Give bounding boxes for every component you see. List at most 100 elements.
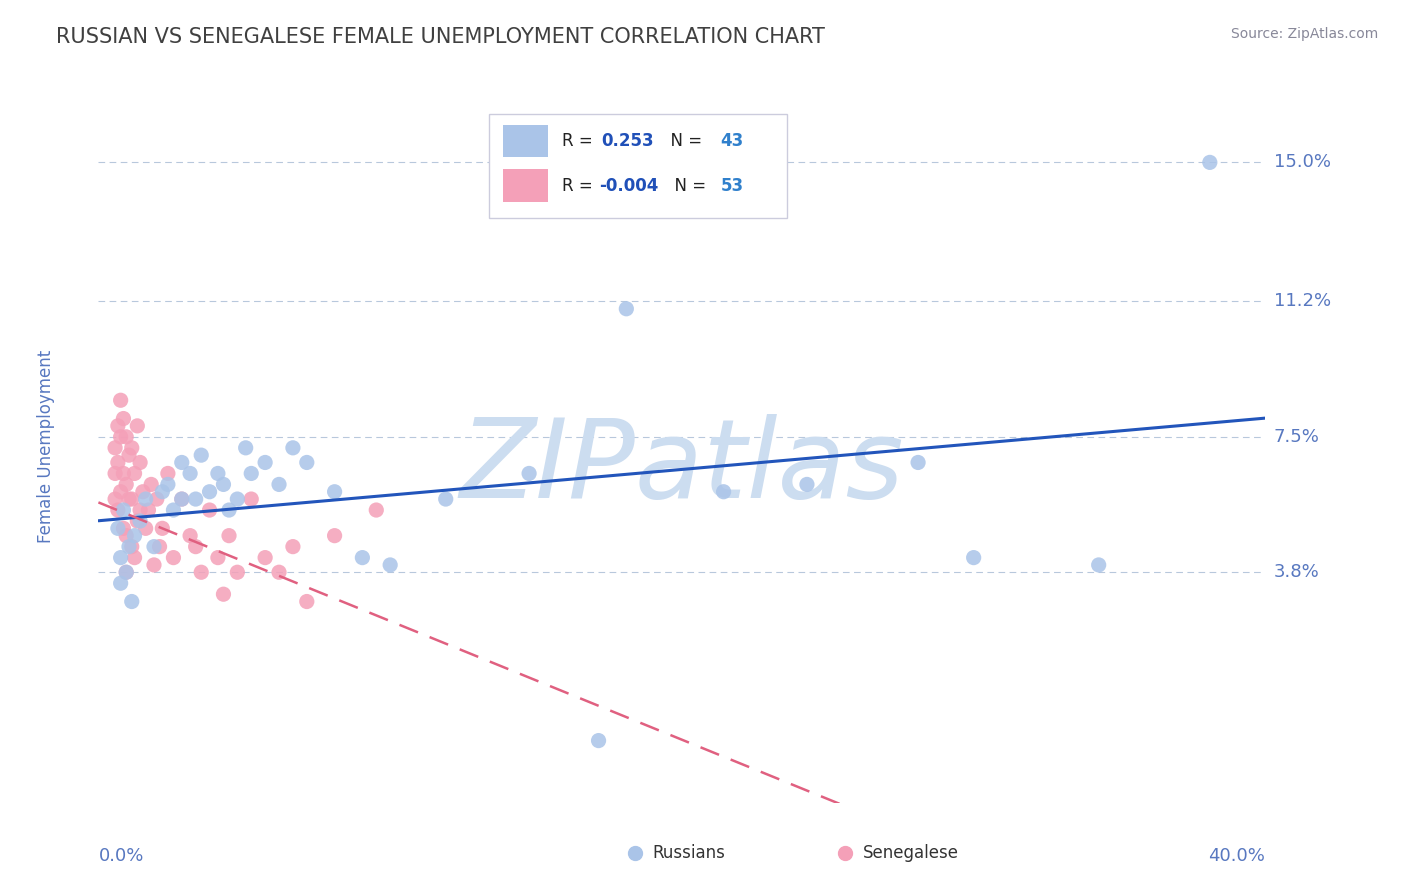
Point — [267, 566, 290, 580]
Point — [112, 521, 135, 535]
Text: 0.0%: 0.0% — [98, 847, 143, 864]
Point — [190, 566, 212, 580]
Point — [121, 441, 143, 455]
Point — [121, 540, 143, 554]
Point — [267, 477, 290, 491]
Point — [129, 455, 152, 469]
Point — [295, 455, 318, 469]
Point — [366, 503, 388, 517]
Text: R =: R = — [562, 177, 598, 194]
Point — [150, 484, 173, 499]
Point — [235, 441, 257, 455]
Point — [226, 491, 249, 506]
Point — [1198, 155, 1220, 169]
Point — [588, 733, 610, 747]
Point — [713, 484, 735, 499]
Point — [198, 484, 221, 499]
Text: Russians: Russians — [652, 844, 725, 862]
Point — [170, 491, 193, 506]
Point — [240, 467, 263, 481]
Point — [118, 448, 141, 462]
Text: 15.0%: 15.0% — [1274, 153, 1330, 171]
Point — [1087, 558, 1109, 572]
Text: R =: R = — [562, 132, 603, 150]
Point — [281, 540, 304, 554]
Bar — [503, 169, 548, 202]
Point — [115, 566, 138, 580]
Point — [170, 491, 193, 506]
Point — [218, 529, 240, 543]
Point — [107, 503, 129, 517]
Point — [129, 503, 152, 517]
Text: Source: ZipAtlas.com: Source: ZipAtlas.com — [1230, 27, 1378, 41]
Point — [112, 411, 135, 425]
Point — [212, 587, 235, 601]
Point — [179, 467, 201, 481]
Point — [150, 521, 173, 535]
Point — [143, 540, 166, 554]
Point — [207, 550, 229, 565]
Point — [962, 550, 984, 565]
Point — [323, 484, 346, 499]
Text: N =: N = — [665, 177, 711, 194]
Point — [104, 441, 127, 455]
Point — [110, 576, 132, 591]
Point — [240, 491, 263, 506]
Point — [112, 503, 135, 517]
Point — [162, 550, 184, 565]
Point — [118, 491, 141, 506]
Point — [115, 566, 138, 580]
Text: 53: 53 — [720, 177, 744, 194]
Point — [156, 477, 179, 491]
Point — [254, 455, 277, 469]
Point — [218, 503, 240, 517]
Text: 3.8%: 3.8% — [1274, 563, 1319, 582]
Point — [135, 491, 157, 506]
Text: 0.253: 0.253 — [602, 132, 654, 150]
Point — [207, 467, 229, 481]
Text: -0.004: -0.004 — [599, 177, 658, 194]
Point — [146, 491, 169, 506]
Text: 43: 43 — [720, 132, 744, 150]
Point — [121, 491, 143, 506]
Point — [110, 430, 132, 444]
Point — [254, 550, 277, 565]
Point — [190, 448, 212, 462]
Point — [118, 540, 141, 554]
Bar — [503, 125, 548, 157]
Point — [115, 477, 138, 491]
Point — [323, 529, 346, 543]
Point — [143, 558, 166, 572]
Text: Female Unemployment: Female Unemployment — [37, 350, 55, 542]
Point — [148, 540, 170, 554]
Text: 11.2%: 11.2% — [1274, 293, 1331, 310]
Point — [614, 301, 637, 316]
Point — [110, 550, 132, 565]
Point — [517, 467, 540, 481]
Point — [104, 467, 127, 481]
Point — [107, 455, 129, 469]
Point — [170, 455, 193, 469]
Point — [281, 441, 304, 455]
Point — [110, 484, 132, 499]
Point — [127, 514, 149, 528]
Point — [104, 491, 127, 506]
Point — [115, 529, 138, 543]
Point — [434, 491, 457, 506]
Point — [352, 550, 374, 565]
Point — [156, 467, 179, 481]
Point — [121, 594, 143, 608]
Point — [184, 540, 207, 554]
Point — [115, 430, 138, 444]
Point — [132, 484, 155, 499]
Point — [135, 521, 157, 535]
Text: Senegalese: Senegalese — [863, 844, 959, 862]
Text: RUSSIAN VS SENEGALESE FEMALE UNEMPLOYMENT CORRELATION CHART: RUSSIAN VS SENEGALESE FEMALE UNEMPLOYMEN… — [56, 27, 825, 46]
Point — [796, 477, 818, 491]
Point — [212, 477, 235, 491]
Point — [380, 558, 402, 572]
Point — [162, 503, 184, 517]
FancyBboxPatch shape — [489, 114, 787, 218]
Point — [138, 503, 160, 517]
Point — [179, 529, 201, 543]
